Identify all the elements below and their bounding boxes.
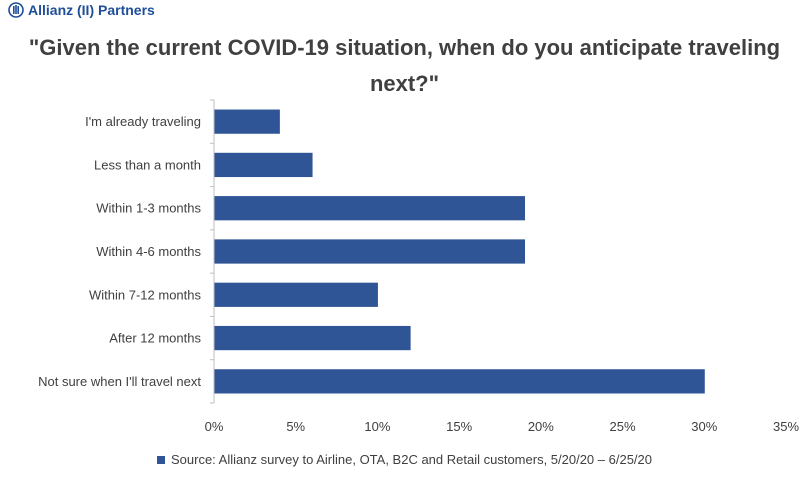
x-tick-label: 35%	[773, 419, 799, 434]
legend-swatch	[156, 455, 165, 464]
category-label: Within 4-6 months	[96, 244, 201, 259]
category-label: Not sure when I'll travel next	[38, 374, 201, 389]
x-tick-label: 5%	[286, 419, 305, 434]
bar	[214, 325, 411, 351]
category-label: After 12 months	[109, 331, 201, 346]
category-label: Within 7-12 months	[89, 287, 201, 302]
bar	[214, 152, 313, 178]
x-tick-label: 25%	[610, 419, 636, 434]
allianz-eagle-icon	[8, 2, 24, 18]
bar	[214, 196, 526, 221]
x-tick-label: 20%	[528, 419, 554, 434]
category-label: Within 1-3 months	[96, 201, 201, 216]
x-tick-label: 15%	[446, 419, 472, 434]
x-tick-label: 0%	[205, 419, 224, 434]
bar	[214, 282, 378, 307]
legend-label: Source: Allianz survey to Airline, OTA, …	[170, 452, 652, 467]
bar	[214, 109, 280, 134]
logo-text: Allianz (II) Partners	[28, 2, 155, 18]
category-label: I'm already traveling	[85, 114, 201, 129]
chart-title: "Given the current COVID-19 situation, w…	[28, 35, 781, 96]
x-tick-label: 10%	[364, 419, 390, 434]
x-tick-label: 30%	[691, 419, 717, 434]
bar	[214, 369, 705, 394]
allianz-partners-logo: Allianz (II) Partners	[8, 0, 155, 20]
category-label: Less than a month	[94, 157, 201, 172]
chart-legend: Source: Allianz survey to Airline, OTA, …	[0, 452, 809, 467]
bar	[214, 239, 526, 264]
